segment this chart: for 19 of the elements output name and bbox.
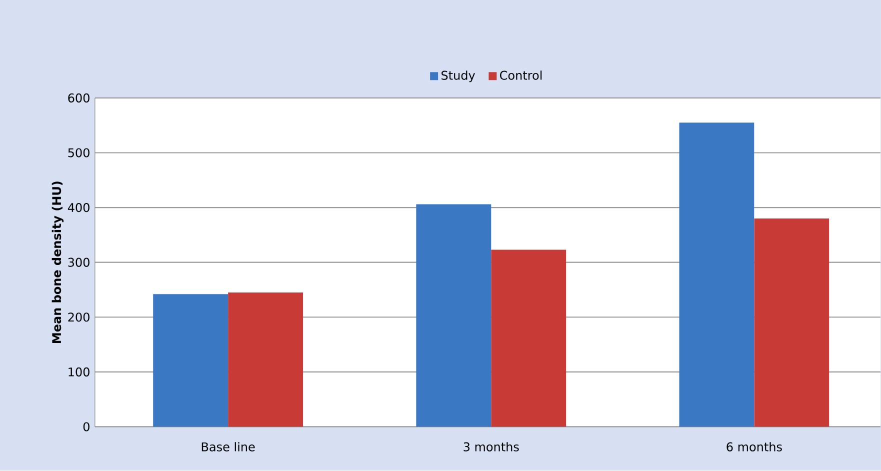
y-tick-label: 100: [68, 368, 90, 377]
bar: [416, 204, 492, 427]
y-tick-label: 400: [68, 203, 90, 212]
legend-label: Study: [442, 70, 476, 82]
x-tick-label: 6 months: [726, 442, 782, 452]
y-tick-label: 300: [68, 258, 90, 268]
bar: [679, 122, 754, 427]
y-tick-label: 600: [68, 94, 90, 103]
x-tick-label: 3 months: [464, 442, 519, 452]
bar: [491, 250, 566, 427]
y-axis-title: Mean bone density (HU): [52, 182, 64, 344]
bar: [228, 292, 304, 427]
y-tick-label: 500: [68, 148, 90, 158]
x-tick-label: Base line: [202, 442, 255, 452]
bar: [153, 294, 228, 427]
y-tick-label: 0: [83, 422, 90, 432]
bar: [754, 218, 830, 427]
y-tick-label: 200: [68, 312, 90, 322]
legend-label: Control: [500, 70, 542, 80]
